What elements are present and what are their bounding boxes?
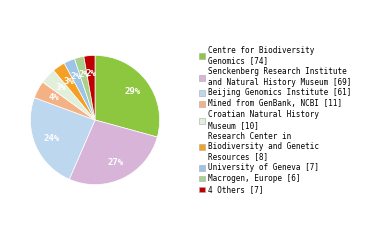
Wedge shape bbox=[95, 55, 160, 137]
Legend: Centre for Biodiversity
Genomics [74], Senckenberg Research Institute
and Natura: Centre for Biodiversity Genomics [74], S… bbox=[198, 44, 353, 196]
Wedge shape bbox=[64, 59, 95, 120]
Wedge shape bbox=[69, 120, 157, 185]
Wedge shape bbox=[43, 70, 95, 120]
Text: 3%: 3% bbox=[63, 77, 74, 85]
Wedge shape bbox=[74, 56, 95, 120]
Wedge shape bbox=[54, 63, 95, 120]
Text: 24%: 24% bbox=[44, 134, 60, 143]
Wedge shape bbox=[35, 82, 95, 120]
Text: 2%: 2% bbox=[86, 69, 96, 78]
Text: 2%: 2% bbox=[71, 72, 82, 81]
Text: 29%: 29% bbox=[124, 87, 141, 96]
Text: 4%: 4% bbox=[48, 93, 59, 102]
Text: 27%: 27% bbox=[107, 158, 124, 167]
Text: 3%: 3% bbox=[55, 83, 66, 92]
Wedge shape bbox=[30, 98, 95, 179]
Text: 2%: 2% bbox=[78, 70, 89, 79]
Wedge shape bbox=[84, 55, 95, 120]
